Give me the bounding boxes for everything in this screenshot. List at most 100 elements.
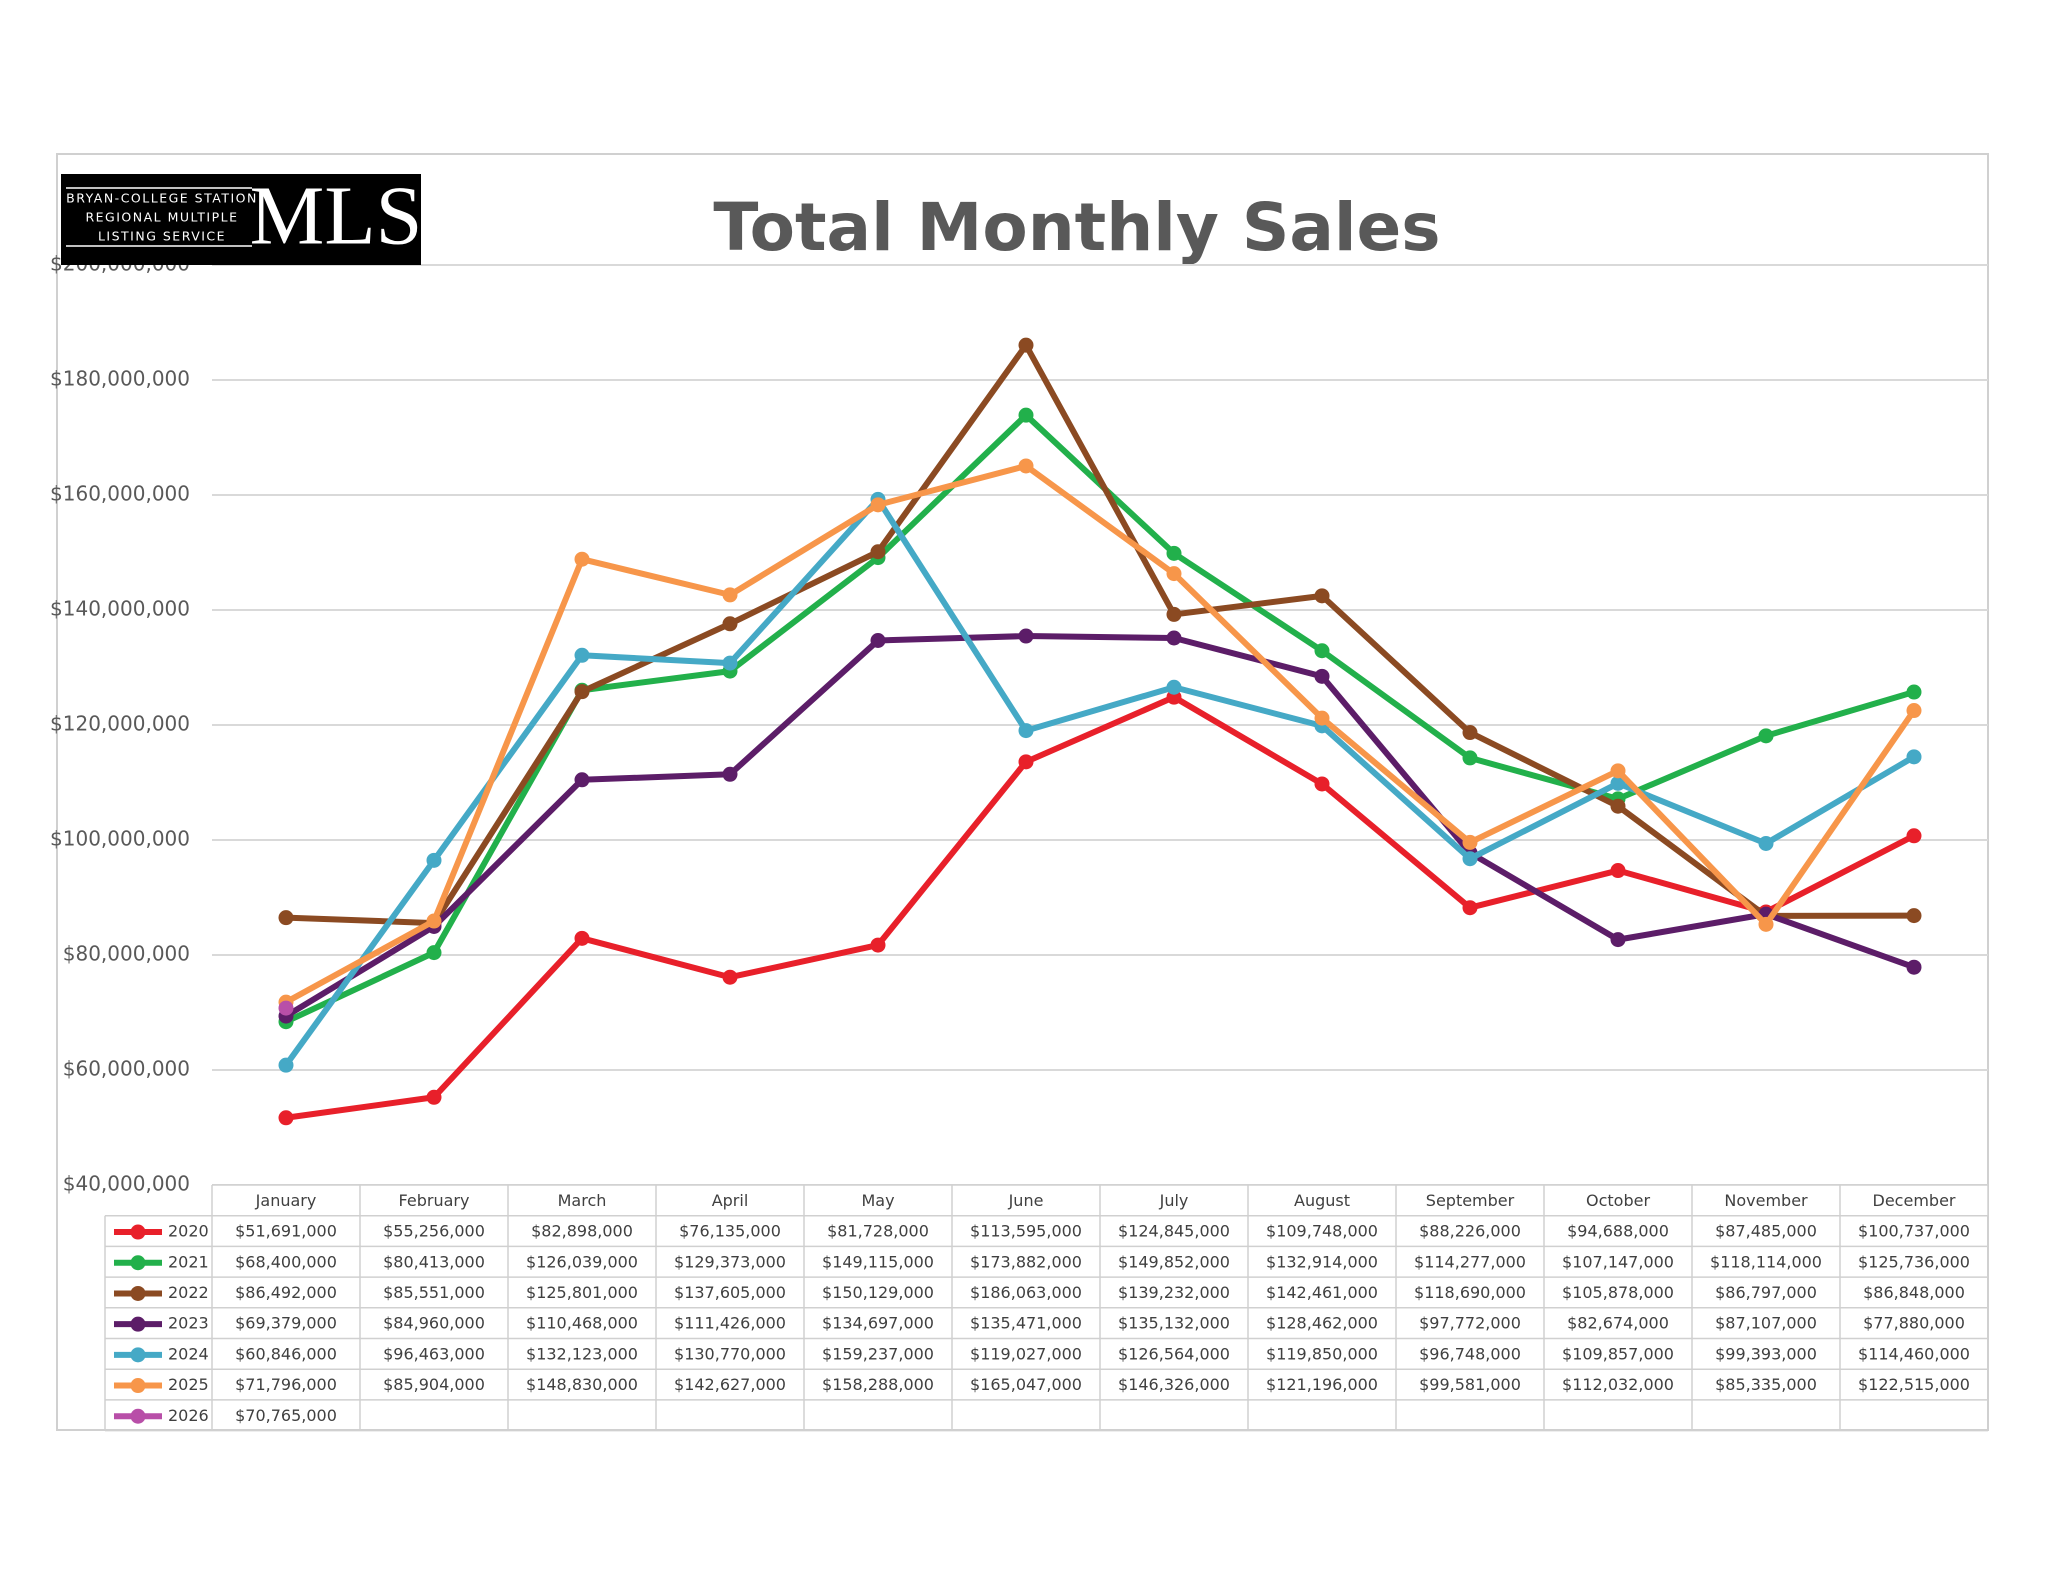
point	[722, 616, 738, 632]
point	[1166, 566, 1182, 582]
point	[1758, 835, 1774, 851]
table-cell: $129,373,000	[674, 1252, 786, 1271]
point	[1906, 908, 1922, 924]
y-tick-label: $40,000,000	[63, 1172, 190, 1196]
point	[1462, 851, 1478, 867]
point	[1314, 776, 1330, 792]
table-cell: $137,605,000	[674, 1283, 786, 1302]
table-cell: $105,878,000	[1562, 1283, 1674, 1302]
point	[1166, 606, 1182, 622]
table-cell: $109,748,000	[1266, 1222, 1378, 1241]
x-tick-label: June	[1008, 1191, 1044, 1210]
table-cell: $146,326,000	[1118, 1375, 1230, 1394]
legend-swatch	[130, 1224, 146, 1240]
table-cell: $107,147,000	[1562, 1252, 1674, 1271]
legend-label: 2026	[168, 1406, 209, 1425]
frame	[56, 153, 1989, 1431]
y-tick-label: $140,000,000	[50, 597, 190, 621]
point	[870, 544, 886, 560]
point	[1610, 763, 1626, 779]
table-cell: $150,129,000	[822, 1283, 934, 1302]
chart-title: Total Monthly Sales	[713, 189, 1440, 266]
x-tick-label: August	[1294, 1191, 1350, 1210]
legend-swatch	[130, 1285, 146, 1301]
y-tick-label: $80,000,000	[63, 942, 190, 966]
table-cell: $77,880,000	[1863, 1314, 1965, 1333]
logo-bg	[61, 174, 421, 265]
table-cell: $85,335,000	[1715, 1375, 1817, 1394]
table-cell: $81,728,000	[827, 1222, 929, 1241]
table-cell: $114,277,000	[1414, 1252, 1526, 1271]
point	[1610, 863, 1626, 879]
table-cell: $96,748,000	[1419, 1344, 1521, 1363]
legend-label: 2022	[168, 1283, 209, 1302]
point	[722, 587, 738, 603]
series-line	[284, 462, 1917, 1005]
point	[1906, 959, 1922, 975]
table-cell: $96,463,000	[383, 1344, 485, 1363]
point	[426, 913, 442, 929]
x-tick-label: September	[1426, 1191, 1515, 1210]
table-cell: $186,063,000	[970, 1283, 1082, 1302]
legend-label: 2023	[168, 1314, 209, 1333]
y-tick-label: $120,000,000	[50, 712, 190, 736]
point	[574, 930, 590, 946]
x-tick-label: May	[861, 1191, 894, 1210]
legend-label: 2025	[168, 1375, 209, 1394]
point	[1018, 628, 1034, 644]
table-cell: $124,845,000	[1118, 1222, 1230, 1241]
table-cell: $85,551,000	[383, 1283, 485, 1302]
point	[426, 1089, 442, 1105]
point	[426, 945, 442, 961]
point	[1314, 643, 1330, 659]
point	[1906, 703, 1922, 719]
point	[1018, 754, 1034, 770]
table-cell: $55,256,000	[383, 1222, 485, 1241]
table-cell: $165,047,000	[970, 1375, 1082, 1394]
table-cell: $94,688,000	[1567, 1222, 1669, 1241]
legend-label: 2020	[168, 1222, 209, 1241]
table-cell: $130,770,000	[674, 1344, 786, 1363]
table-cell: $99,393,000	[1715, 1344, 1817, 1363]
logo-text: BRYAN-COLLEGE STATION	[66, 191, 258, 206]
legend-swatch	[130, 1347, 146, 1363]
table-cell: $125,801,000	[526, 1283, 638, 1302]
logo-text: LISTING SERVICE	[98, 229, 226, 244]
point	[1906, 684, 1922, 700]
point	[574, 772, 590, 788]
table-cell: $99,581,000	[1419, 1375, 1521, 1394]
logo-text: REGIONAL MULTIPLE	[85, 210, 238, 225]
table-cell: $159,237,000	[822, 1344, 934, 1363]
table-cell: $112,032,000	[1562, 1375, 1674, 1394]
point	[722, 766, 738, 782]
point	[870, 632, 886, 648]
point	[1610, 932, 1626, 948]
x-tick-label: November	[1724, 1191, 1808, 1210]
point	[574, 647, 590, 663]
point	[278, 1057, 294, 1073]
y-tick-label: $100,000,000	[50, 827, 190, 851]
table-cell: $87,107,000	[1715, 1314, 1817, 1333]
table-cell: $173,882,000	[970, 1252, 1082, 1271]
table-cell: $122,515,000	[1858, 1375, 1970, 1394]
point	[1462, 750, 1478, 766]
series-line	[284, 633, 1916, 1019]
point	[1018, 337, 1034, 353]
x-tick-label: February	[399, 1191, 470, 1210]
point	[722, 969, 738, 985]
table-cell: $149,115,000	[822, 1252, 934, 1271]
legend-swatch	[130, 1255, 146, 1271]
point	[870, 937, 886, 953]
table-cell: $100,737,000	[1858, 1222, 1970, 1241]
table-cell: $139,232,000	[1118, 1283, 1230, 1302]
point	[278, 1000, 294, 1016]
point	[1018, 407, 1034, 423]
table-cell: $142,627,000	[674, 1375, 786, 1394]
table-cell: $135,132,000	[1118, 1314, 1230, 1333]
legend-label: 2024	[168, 1344, 209, 1363]
table-cell: $86,848,000	[1863, 1283, 1965, 1302]
point	[1166, 679, 1182, 695]
legend-swatch	[130, 1316, 146, 1332]
table-cell: $82,674,000	[1567, 1314, 1669, 1333]
